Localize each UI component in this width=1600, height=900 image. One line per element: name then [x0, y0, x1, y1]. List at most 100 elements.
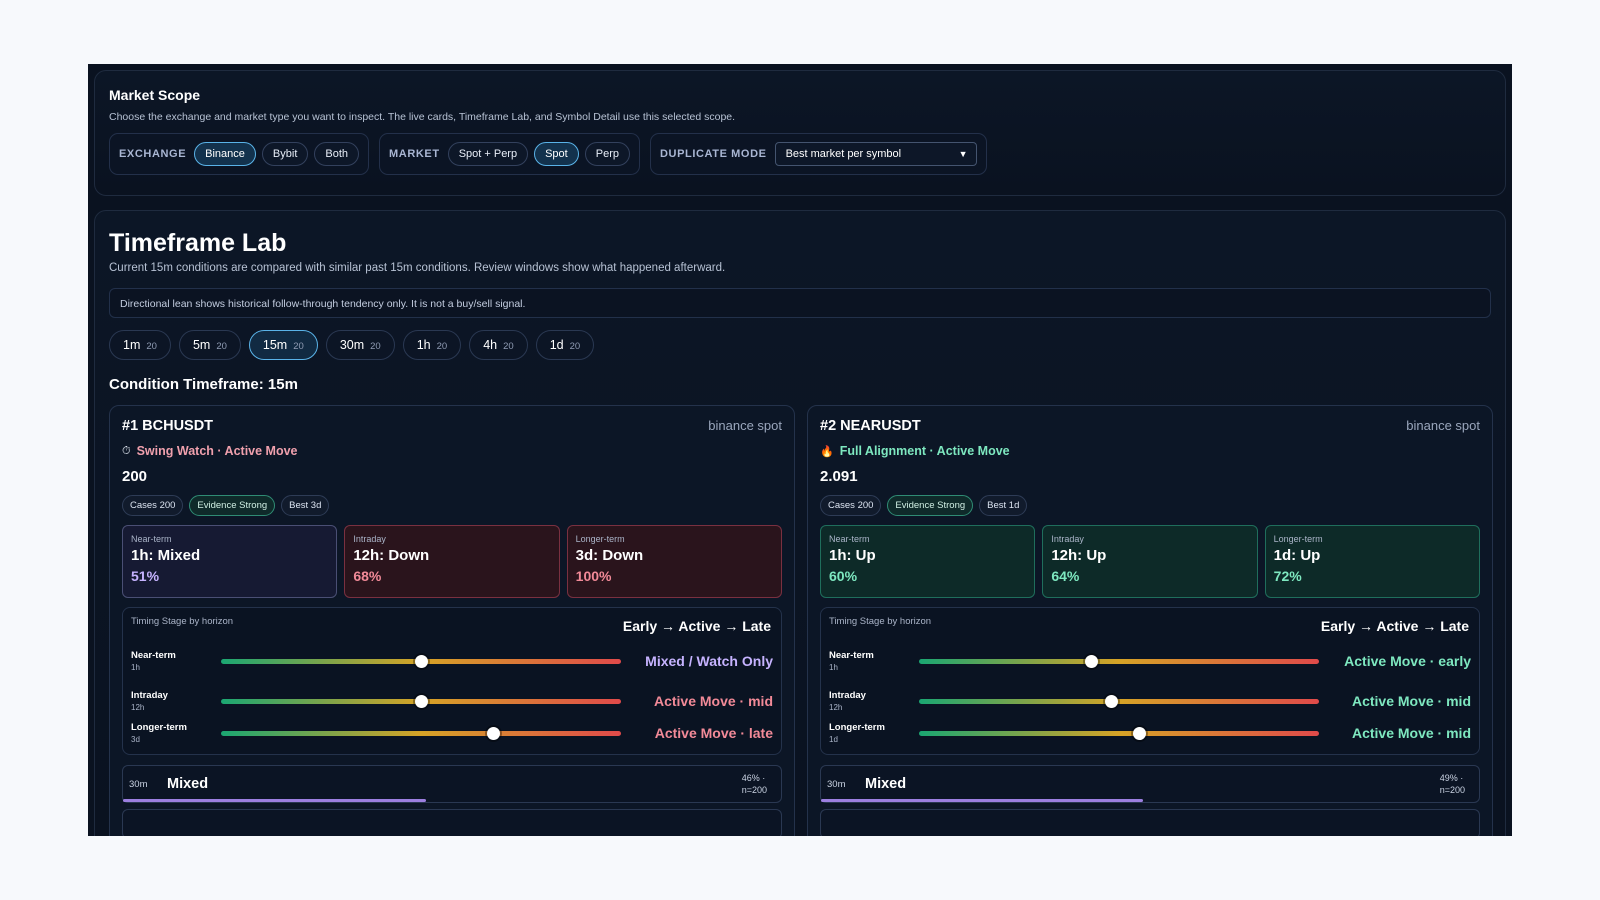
symbol-card[interactable]: #1 BCHUSDT binance spot ⏱ Swing Watch · …	[109, 405, 795, 836]
tab-timeframe-1h[interactable]: 1h 20	[402, 330, 462, 360]
horizon-percent: 64%	[1051, 568, 1080, 584]
market-spot-perp-button[interactable]: Spot + Perp	[447, 142, 529, 166]
timing-row-horizon: 1d	[829, 735, 838, 744]
horizon-value: 1d: Up	[1273, 547, 1321, 564]
review-window-label: Mixed	[865, 776, 907, 792]
timeframe-label: 1h	[416, 338, 431, 352]
review-window-row[interactable]	[820, 809, 1480, 836]
horizon-label: Near-term	[829, 534, 870, 544]
horizon-label: Near-term	[131, 534, 172, 544]
horizon-percent: 68%	[353, 568, 382, 584]
horizon-percent: 72%	[1273, 568, 1302, 584]
timing-row-name: Longer-term	[829, 722, 885, 733]
timing-row-name: Near-term	[829, 650, 874, 661]
horizon-box: Longer-term 3d: Down 100%	[566, 525, 782, 598]
horizon-percent: 100%	[575, 568, 612, 584]
duplicate-mode-group: DUPLICATE MODE Best market per symbol ▼	[649, 133, 987, 175]
tab-timeframe-1d[interactable]: 1d 20	[535, 330, 595, 360]
timing-stage-label: Timing Stage by horizon	[829, 616, 932, 627]
tab-timeframe-1m[interactable]: 1m 20	[109, 330, 171, 360]
horizon-box: Longer-term 1d: Up 72%	[1264, 525, 1480, 598]
horizon-value: 1h: Mixed	[131, 547, 201, 564]
market-spot-button[interactable]: Spot	[534, 142, 579, 166]
timing-row: Longer-term 3d Active Move · late	[131, 722, 773, 744]
market-perp-button[interactable]: Perp	[584, 142, 630, 166]
timeframe-lab-panel: Timeframe Lab Current 15m conditions are…	[94, 210, 1506, 836]
exchange-bybit-button[interactable]: Bybit	[261, 142, 309, 166]
timeframe-label: 15m	[262, 338, 288, 352]
review-window-timeframe: 30m	[827, 779, 846, 790]
timing-row: Longer-term 1d Active Move · mid	[829, 722, 1471, 744]
review-window-row[interactable]: 30m Mixed 46% · n=200	[122, 765, 782, 803]
review-window-count: n=200	[741, 785, 767, 795]
review-window-percent: 46% ·	[741, 773, 766, 783]
horizon-value: 1h: Up	[829, 547, 876, 564]
timing-row-horizon: 12h	[131, 703, 145, 712]
timeframe-label: 4h	[483, 338, 498, 352]
card-chip: Cases 200	[122, 495, 184, 516]
fire-icon: 🔥	[820, 445, 834, 458]
timing-stage-label: Timing Stage by horizon	[131, 616, 234, 627]
review-window-row[interactable]	[122, 809, 782, 836]
exchange-both-button[interactable]: Both	[314, 142, 360, 166]
timing-slider-knob	[1084, 654, 1098, 668]
timing-slider-knob	[1132, 726, 1146, 740]
timing-slider-track	[221, 694, 621, 708]
duplicate-mode-select[interactable]: Best market per symbol ▼	[774, 142, 977, 166]
horizon-label: Intraday	[1051, 534, 1084, 544]
market-label: MARKET	[389, 148, 440, 160]
page-title: Timeframe Lab	[109, 229, 287, 257]
timing-slider-track	[919, 726, 1319, 740]
timeframe-label: 1d	[549, 338, 564, 352]
review-window-stat: 49% · n=200	[1440, 772, 1465, 796]
timing-slider-track	[919, 654, 1319, 668]
review-window-bar	[821, 799, 1144, 802]
disclaimer-notice: Directional lean shows historical follow…	[109, 288, 1491, 318]
market-scope-description: Choose the exchange and market type you …	[109, 111, 736, 123]
exchange-label: EXCHANGE	[119, 148, 187, 160]
exchange-binance-button[interactable]: Binance	[194, 142, 256, 166]
tab-timeframe-4h[interactable]: 4h 20	[469, 330, 528, 360]
card-symbol-title: #2 NEARUSDT	[820, 418, 921, 434]
symbol-card[interactable]: #2 NEARUSDT binance spot 🔥 Full Alignmen…	[807, 405, 1493, 836]
timing-slider-track	[221, 726, 621, 740]
timeframe-label: 30m	[339, 338, 365, 352]
horizon-box: Intraday 12h: Down 68%	[344, 525, 560, 598]
tab-timeframe-30m[interactable]: 30m 20	[325, 330, 395, 360]
timing-slider-knob	[414, 694, 428, 708]
review-window-stat: 46% · n=200	[742, 772, 767, 796]
review-window-row[interactable]: 30m Mixed 49% · n=200	[820, 765, 1480, 803]
review-window-bar	[123, 799, 426, 802]
timeframe-count: 20	[293, 341, 304, 352]
timing-stage-panel: Timing Stage by horizon Early → Active →…	[820, 607, 1480, 755]
timing-row-horizon: 3d	[131, 735, 140, 744]
review-window-percent: 49% ·	[1439, 773, 1464, 783]
timing-stage-legend: Early → Active → Late	[1320, 618, 1469, 634]
timing-slider-knob	[414, 654, 428, 668]
timing-stage-value: Active Move · mid	[1351, 725, 1471, 741]
card-chip: Cases 200	[820, 495, 882, 516]
card-status-tag: Full Alignment · Active Move	[839, 444, 1010, 458]
timeframe-count: 20	[146, 341, 157, 352]
card-price: 2.091	[820, 468, 858, 485]
timing-stage-value: Active Move · late	[654, 725, 773, 741]
lab-subtitle: Current 15m conditions are compared with…	[109, 262, 726, 274]
tab-timeframe-15m[interactable]: 15m 20	[248, 330, 318, 360]
timeframe-count: 20	[436, 341, 448, 352]
card-chip: Best 3d	[281, 495, 330, 516]
timing-row-name: Longer-term	[131, 722, 187, 733]
timing-stage-value: Active Move · early	[1344, 653, 1471, 669]
timing-row-horizon: 12h	[829, 703, 843, 712]
duplicate-mode-label: DUPLICATE MODE	[659, 148, 767, 160]
review-window-timeframe: 30m	[129, 779, 148, 790]
timing-row: Intraday 12h Active Move · mid	[829, 690, 1471, 712]
tab-timeframe-5m[interactable]: 5m 20	[178, 330, 241, 360]
timing-slider-track	[919, 694, 1319, 708]
timing-stage-value: Active Move · mid	[653, 693, 773, 709]
horizon-box: Intraday 12h: Up 64%	[1042, 525, 1258, 598]
horizon-box: Near-term 1h: Mixed 51%	[122, 525, 338, 598]
review-window-count: n=200	[1439, 785, 1465, 795]
timing-row: Intraday 12h Active Move · mid	[131, 690, 773, 712]
stopwatch-icon: ⏱	[122, 444, 131, 457]
card-venue: binance spot	[708, 418, 782, 433]
